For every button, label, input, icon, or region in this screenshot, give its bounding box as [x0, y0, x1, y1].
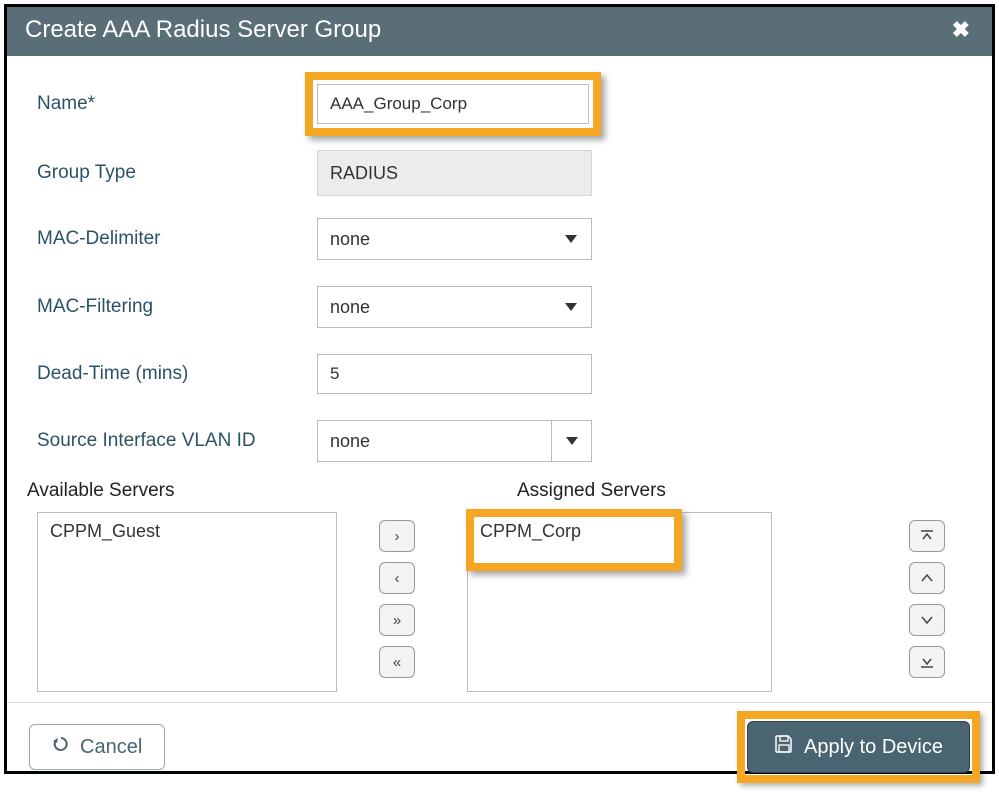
available-heading: Available Servers [27, 480, 357, 502]
move-all-right-button[interactable]: » [379, 604, 415, 636]
move-down-button[interactable] [909, 604, 945, 636]
modal-dialog: Create AAA Radius Server Group ✖ Name* G… [4, 4, 995, 774]
highlight-apply: Apply to Device [747, 721, 970, 773]
group-type-value: RADIUS [317, 150, 592, 196]
cancel-label: Cancel [80, 736, 142, 759]
move-bottom-button[interactable] [909, 646, 945, 678]
mac-filtering-value: none [330, 297, 370, 318]
transfer-buttons: › ‹ » « [357, 480, 437, 692]
apply-label: Apply to Device [804, 736, 943, 759]
modal-header: Create AAA Radius Server Group ✖ [7, 7, 992, 56]
label-mac-filtering: MAC-Filtering [37, 296, 317, 318]
list-item[interactable]: CPPM_Corp [468, 513, 771, 550]
move-up-button[interactable] [909, 562, 945, 594]
move-right-button[interactable]: › [379, 520, 415, 552]
dead-time-input[interactable] [317, 354, 592, 394]
row-mac-filtering: MAC-Filtering none [37, 286, 972, 328]
modal-footer: Cancel Apply to Device [7, 702, 992, 795]
mac-delimiter-value: none [330, 229, 370, 250]
row-src-vlan: Source Interface VLAN ID none [37, 420, 972, 462]
label-dead-time: Dead-Time (mins) [37, 363, 317, 385]
chevron-down-icon [551, 421, 591, 461]
row-mac-delimiter: MAC-Delimiter none [37, 218, 972, 260]
modal-title: Create AAA Radius Server Group [25, 16, 381, 44]
name-input[interactable] [317, 84, 589, 124]
save-icon [774, 734, 794, 760]
move-left-button[interactable]: ‹ [379, 562, 415, 594]
chevron-down-icon [565, 303, 577, 311]
apply-button[interactable]: Apply to Device [747, 721, 970, 773]
close-icon[interactable]: ✖ [948, 17, 974, 43]
undo-icon [52, 735, 70, 759]
move-all-left-button[interactable]: « [379, 646, 415, 678]
assigned-listbox[interactable]: CPPM_Corp [467, 512, 772, 692]
assigned-heading: Assigned Servers [517, 480, 882, 502]
reorder-buttons [882, 480, 972, 692]
label-mac-delimiter: MAC-Delimiter [37, 228, 317, 250]
list-item[interactable]: CPPM_Guest [38, 513, 336, 550]
row-group-type: Group Type RADIUS [37, 150, 972, 196]
row-dead-time: Dead-Time (mins) [37, 354, 972, 394]
available-col: Available Servers CPPM_Guest [37, 480, 357, 692]
label-group-type: Group Type [37, 162, 317, 184]
servers-section: Available Servers CPPM_Guest › ‹ » « Ass… [37, 480, 972, 692]
row-name: Name* [37, 84, 972, 124]
cancel-button[interactable]: Cancel [29, 724, 165, 770]
mac-filtering-select[interactable]: none [317, 286, 592, 328]
assigned-col: Assigned Servers CPPM_Corp [437, 480, 882, 692]
label-src-vlan: Source Interface VLAN ID [37, 430, 317, 452]
highlight-name [317, 84, 589, 124]
src-vlan-select[interactable]: none [317, 420, 592, 462]
src-vlan-value: none [330, 431, 370, 452]
label-name: Name* [37, 93, 317, 115]
move-top-button[interactable] [909, 520, 945, 552]
available-listbox[interactable]: CPPM_Guest [37, 512, 337, 692]
mac-delimiter-select[interactable]: none [317, 218, 592, 260]
modal-body: Name* Group Type RADIUS MAC-Delimiter no… [7, 56, 992, 702]
chevron-down-icon [565, 235, 577, 243]
